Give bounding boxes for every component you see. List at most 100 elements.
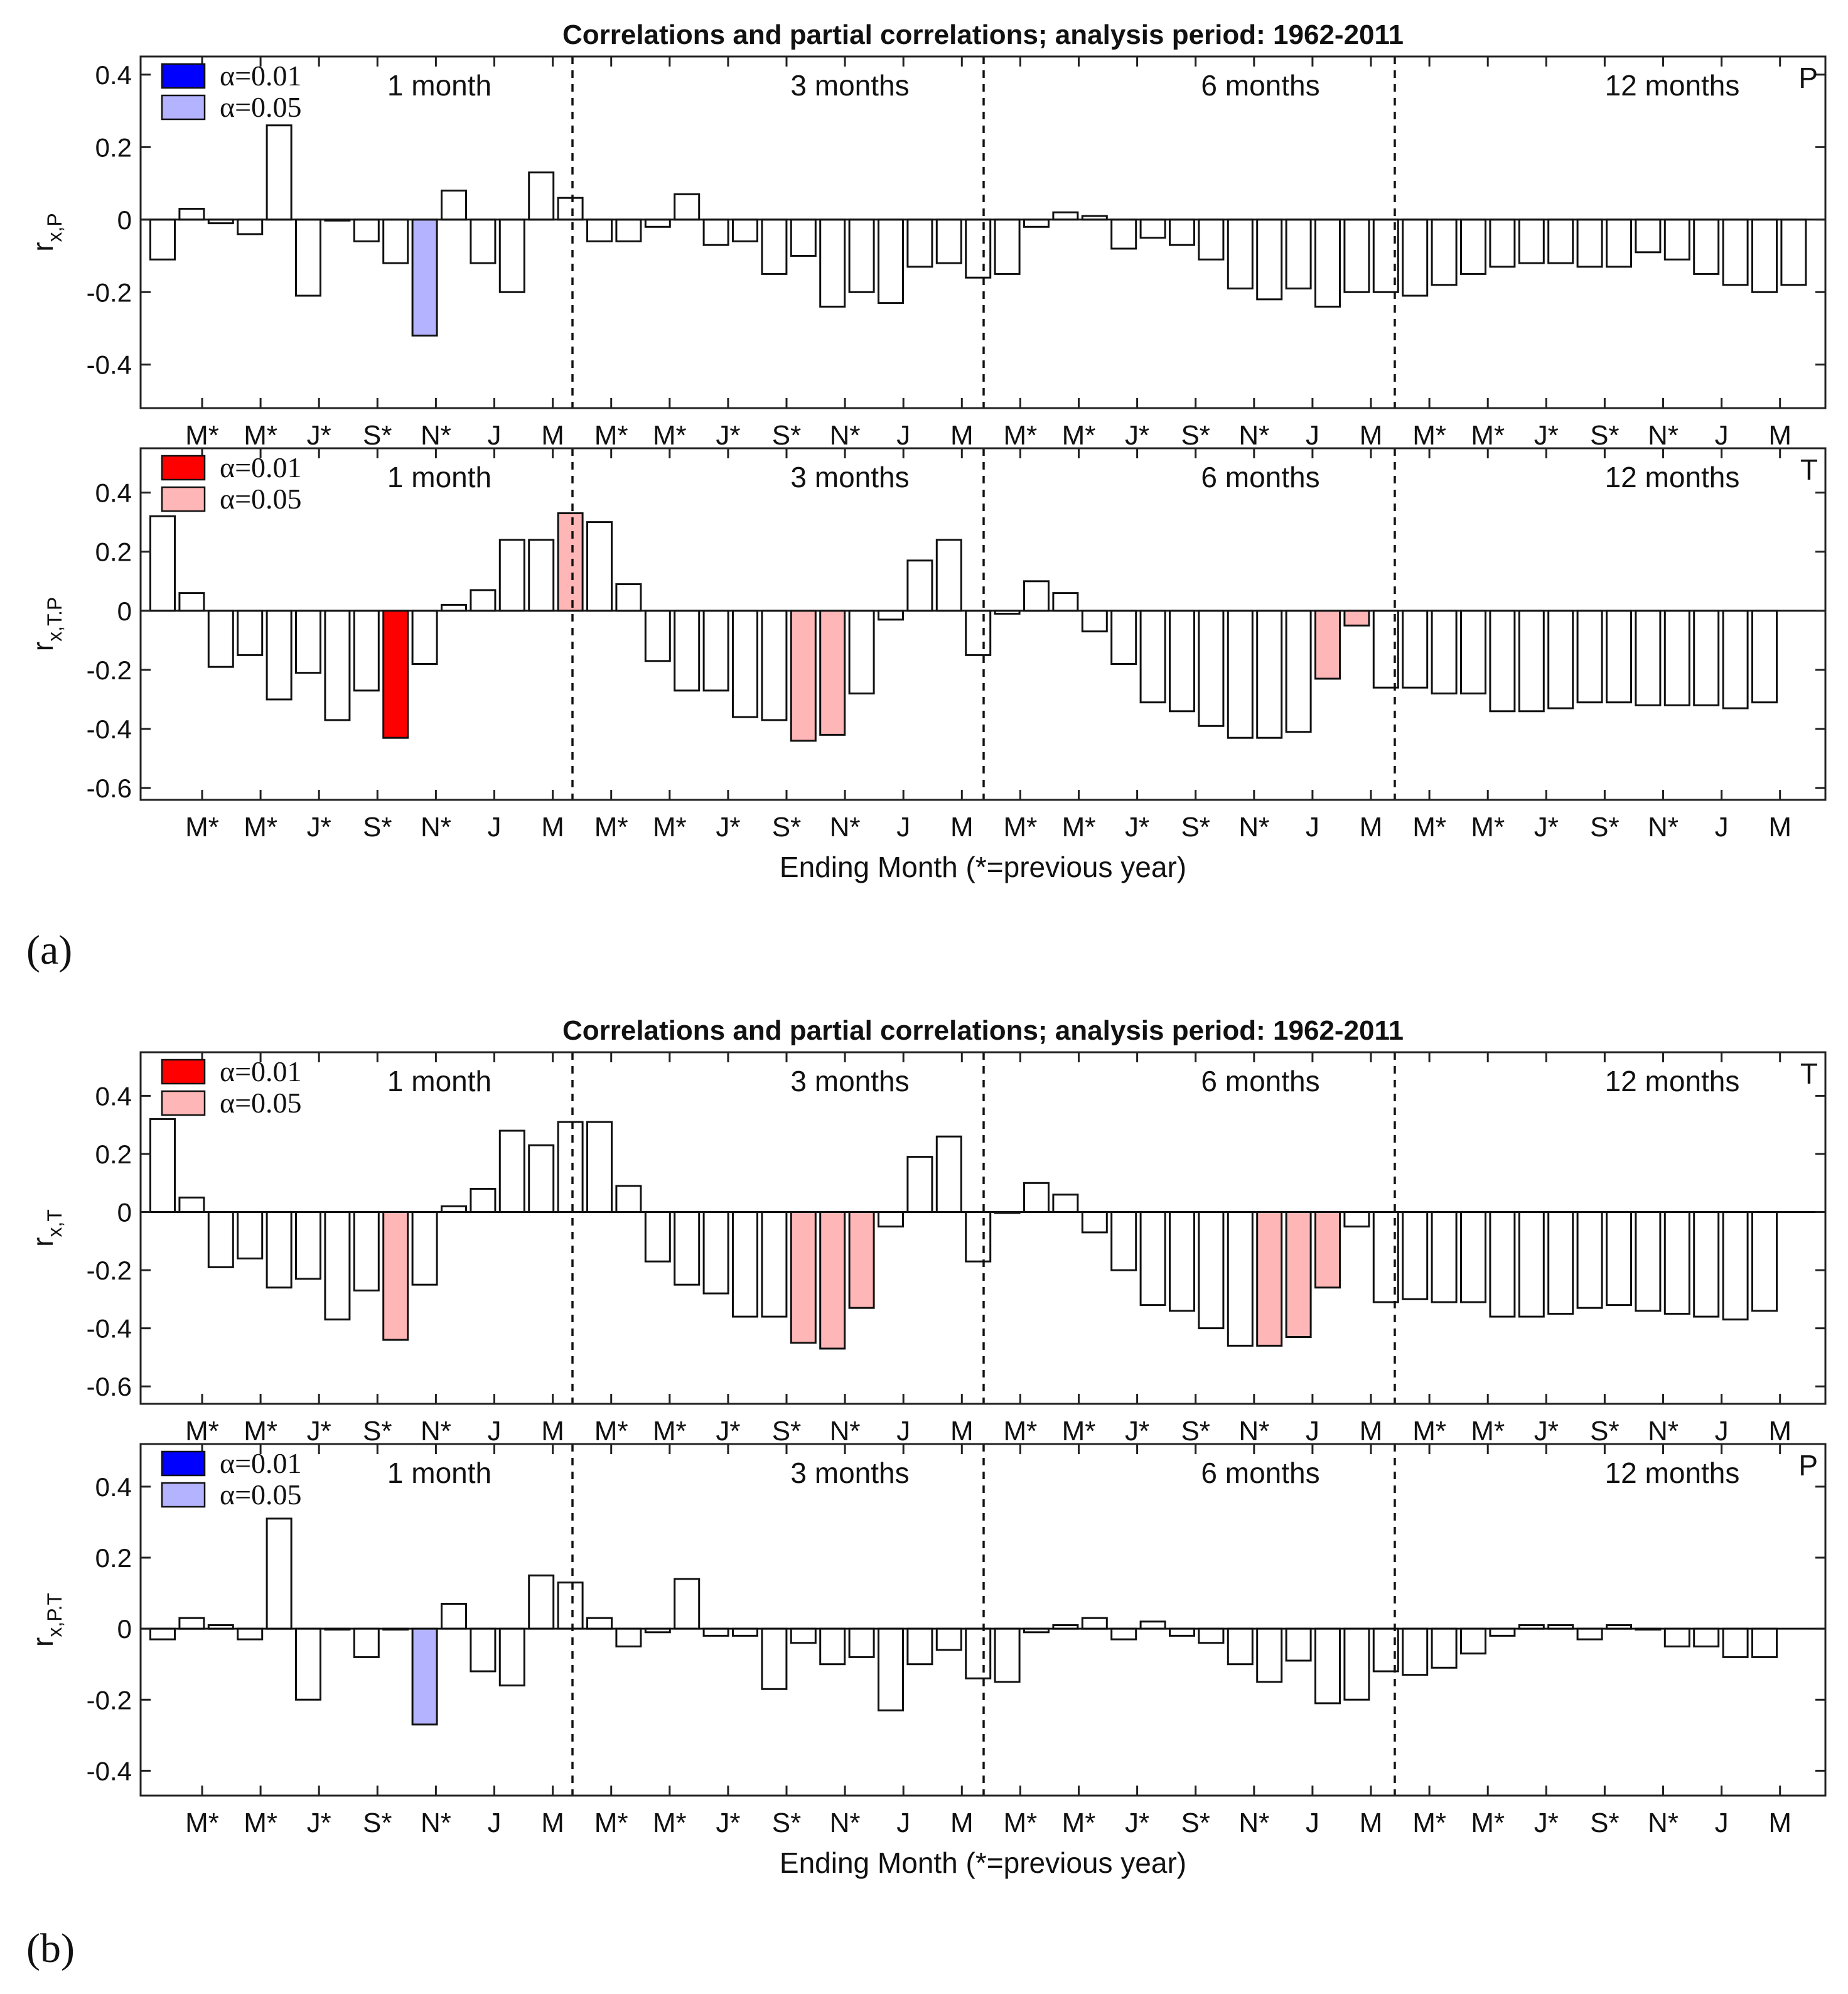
bar [1693, 1211, 1720, 1318]
month-tick-label: J* [1125, 1808, 1149, 1838]
month-tick-label: S* [772, 1808, 801, 1838]
y-tick-label: -0.6 [87, 773, 132, 803]
month-tick-label: M* [185, 1416, 219, 1447]
month-tick-label: M* [653, 1416, 687, 1447]
bar [1606, 1211, 1632, 1307]
bar [848, 1211, 875, 1309]
y-axis-label-subscript: x,T [43, 1209, 66, 1237]
month-tick-label: M* [1004, 420, 1038, 451]
month-tick-label: M* [1004, 1416, 1038, 1447]
bar [1052, 1194, 1079, 1214]
month-tick-label: M* [185, 812, 219, 843]
bar [382, 1211, 409, 1341]
month-tick-label: M* [244, 1808, 277, 1838]
month-tick-label: M* [244, 812, 277, 843]
bar [615, 218, 642, 242]
y-tick-label: 0.2 [95, 132, 132, 162]
bar [528, 171, 555, 221]
bar [498, 1129, 525, 1214]
bar [1256, 1627, 1283, 1683]
window-label: 3 months [790, 69, 909, 102]
bar [324, 610, 351, 721]
month-tick-label: J* [1534, 420, 1559, 451]
bar [237, 1627, 264, 1641]
month-tick-label: N* [1648, 420, 1679, 451]
bar [1081, 610, 1108, 633]
chart-title: Correlations and partial correlations; a… [562, 19, 1404, 50]
bar [178, 208, 205, 221]
panel-label-b: (b) [26, 1926, 75, 1971]
month-tick-label: M [1360, 1416, 1383, 1447]
chart-panel-1: Correlations and partial correlations; a… [26, 19, 1827, 451]
month-tick-label: J* [307, 812, 331, 843]
panel-label-a: (a) [26, 927, 72, 973]
legend-label: α=0.05 [220, 91, 302, 123]
window-label: 1 month [387, 69, 492, 102]
month-tick-label: M [541, 1808, 564, 1838]
bar [644, 610, 671, 662]
bar [732, 218, 758, 242]
bar [790, 1627, 817, 1644]
bar [702, 1211, 729, 1295]
month-tick-label: N* [1238, 420, 1269, 451]
window-label: 1 month [387, 1457, 492, 1489]
month-tick-label: M [1768, 1416, 1792, 1447]
bar [1372, 1627, 1399, 1673]
month-tick-label: J [488, 420, 502, 451]
y-tick-label: 0.4 [95, 1472, 132, 1502]
legend-label: α=0.01 [220, 1447, 302, 1479]
bar [761, 218, 788, 275]
month-tick-label: M [950, 1416, 974, 1447]
bar [1460, 610, 1486, 695]
bar [732, 1627, 758, 1637]
y-tick-label: -0.4 [87, 1756, 132, 1786]
bar [615, 1627, 642, 1647]
legend-label: α=0.05 [220, 483, 302, 515]
bar [674, 1578, 701, 1630]
bar [1169, 1211, 1195, 1312]
bar [1576, 610, 1603, 704]
axes-frame [139, 1443, 1827, 1797]
legend-label: α=0.05 [220, 1087, 302, 1119]
month-tick-label: J* [716, 420, 740, 451]
bar [819, 218, 846, 308]
bar [237, 1211, 264, 1259]
bar [411, 610, 438, 665]
month-tick-label: J* [307, 1416, 331, 1447]
month-tick-label: M [1360, 1808, 1383, 1838]
month-tick-label: J [488, 1416, 502, 1447]
month-tick-label: M* [594, 812, 628, 843]
bar [674, 193, 701, 221]
month-tick-label: S* [1590, 812, 1619, 843]
bar [178, 1196, 205, 1214]
window-label: 6 months [1201, 1457, 1319, 1489]
bar [1751, 1627, 1778, 1658]
bar [353, 1627, 380, 1658]
bar [557, 1582, 584, 1630]
bar [1693, 218, 1720, 275]
bar [1635, 218, 1662, 254]
month-tick-label: J [488, 1808, 502, 1838]
axes-frame [139, 1051, 1827, 1405]
y-tick-label: -0.6 [87, 1372, 132, 1401]
bar [1169, 610, 1195, 713]
month-tick-label: J [1306, 420, 1319, 451]
bar [353, 610, 380, 692]
month-tick-label: M* [1412, 1416, 1446, 1447]
bar [1663, 610, 1690, 706]
month-tick-label: J [488, 812, 502, 843]
month-tick-label: S* [1181, 1416, 1210, 1447]
month-tick-label: M* [1062, 812, 1096, 843]
month-tick-label: S* [363, 812, 392, 843]
bar [761, 1627, 788, 1690]
month-tick-label: M* [185, 1808, 219, 1838]
bar [1343, 1627, 1370, 1701]
month-tick-label: J* [716, 812, 740, 843]
bar [1343, 1211, 1370, 1228]
month-tick-label: J [896, 812, 910, 843]
bar [1547, 1211, 1574, 1315]
bar [441, 190, 467, 221]
bar [674, 610, 701, 692]
